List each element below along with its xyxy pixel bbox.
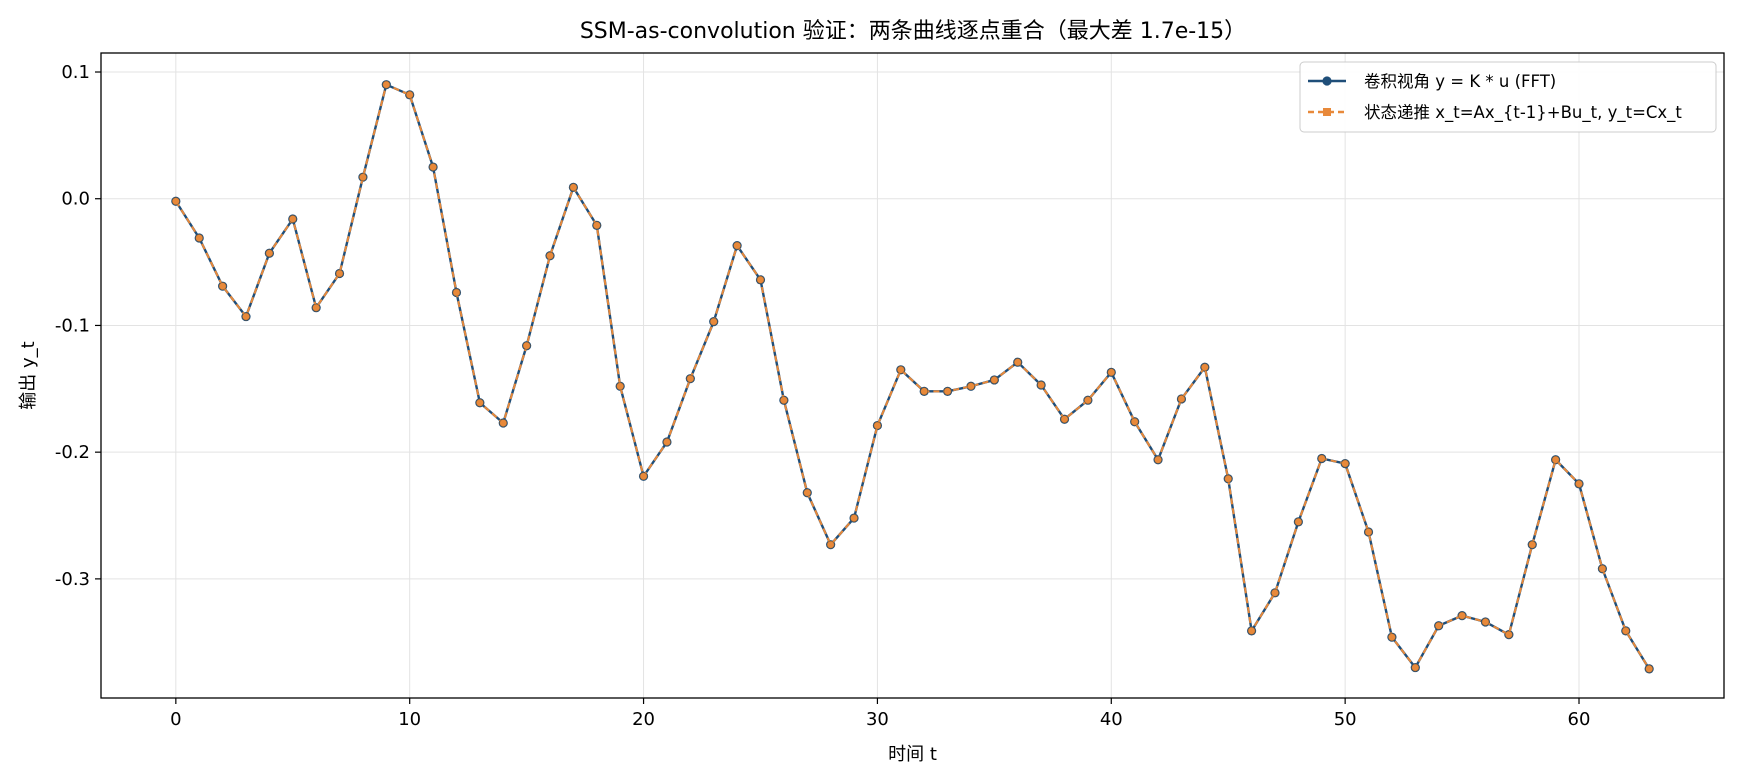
- legend: 卷积视角 y = K * u (FFT) 状态递推 x_t=Ax_{t-1}+Bu…: [1299, 61, 1717, 133]
- series-2-point: [756, 275, 765, 284]
- series-2-point: [850, 514, 858, 522]
- series-2-point: [335, 269, 344, 278]
- axes: 0 10 20 30 40 50 60 0.1 0.0 -0.1 -0.2 -0.3: [55, 62, 1591, 730]
- series-2-point: [475, 398, 484, 407]
- series-2-point: [1200, 363, 1209, 372]
- series-2-point: [1504, 630, 1513, 639]
- x-tick-label: 40: [1100, 709, 1123, 730]
- series-2-point: [1317, 454, 1326, 463]
- series-2-point: [803, 488, 812, 497]
- series-2-point: [312, 303, 321, 312]
- series-2-point: [452, 288, 461, 297]
- series-2-point: [1551, 455, 1560, 464]
- series-layer: [171, 80, 1654, 674]
- series-2-point: [967, 382, 975, 391]
- plot-area-frame: [100, 52, 1725, 699]
- series-2-point: [499, 419, 508, 427]
- series-2-point: [1434, 621, 1443, 630]
- series-2-point: [1107, 368, 1116, 377]
- series-2-point: [522, 341, 531, 350]
- series-2-point: [943, 387, 952, 396]
- series-2-point: [405, 90, 414, 99]
- series-2-point: [1388, 633, 1396, 642]
- series-2-point: [1247, 626, 1256, 635]
- series-2-point: [1341, 459, 1350, 468]
- y-tick-label: 0.1: [61, 62, 90, 83]
- series-2-point: [896, 365, 905, 374]
- grid-lines: [101, 53, 1724, 698]
- series-2-point: [1037, 381, 1046, 389]
- series-2-point: [1271, 588, 1279, 597]
- series-2-point: [288, 215, 297, 223]
- series-2: [171, 80, 1654, 673]
- series-2-point: [1411, 663, 1420, 672]
- series-2-point: [1294, 517, 1303, 526]
- series-2-point: [171, 197, 180, 206]
- y-tick-label: -0.1: [55, 315, 90, 336]
- series-2-point: [639, 472, 648, 481]
- series-2-point: [709, 317, 718, 326]
- series-2-point: [429, 163, 437, 171]
- y-axis-label: 输出 y_t: [18, 341, 39, 409]
- series-2-point: [1224, 474, 1233, 483]
- series-2-point: [733, 241, 742, 250]
- series-2-point: [569, 183, 578, 192]
- series-2-point: [1154, 455, 1162, 464]
- series-2-point: [1481, 618, 1490, 626]
- series-2-point: [616, 382, 625, 391]
- y-tick-label: -0.3: [55, 569, 90, 590]
- series-2-point: [382, 80, 391, 89]
- series-2-point: [686, 374, 695, 383]
- x-axis-label: 时间 t: [888, 744, 937, 765]
- series-2-point: [359, 173, 367, 182]
- x-tick-label: 0: [170, 709, 181, 730]
- legend-label-2: 状态递推 x_t=Ax_{t-1}+Bu_t, y_t=Cx_t: [1364, 103, 1682, 123]
- series-2-point: [826, 540, 835, 549]
- series-2-point: [1458, 611, 1466, 620]
- series-2-point: [546, 251, 554, 260]
- chart-title: SSM-as-convolution 验证：两条曲线逐点重合（最大差 1.7e-…: [580, 19, 1246, 44]
- series-2-point: [1177, 395, 1186, 403]
- series-2-point: [990, 376, 999, 384]
- series-2-line: [174, 83, 1651, 670]
- series-2-point: [1130, 417, 1139, 426]
- x-tick-label: 60: [1568, 709, 1591, 730]
- series-2-point: [1575, 479, 1583, 488]
- series-2-point: [265, 249, 274, 258]
- y-tick-label: 0.0: [61, 189, 90, 210]
- x-tick-label: 20: [632, 709, 655, 730]
- series-2-point: [592, 221, 601, 230]
- series-2-point: [779, 396, 788, 405]
- series-2-point: [1645, 664, 1654, 673]
- x-tick-label: 30: [866, 709, 889, 730]
- series-2-point: [242, 312, 250, 321]
- series-2-point: [1528, 540, 1537, 549]
- legend-box: [1299, 61, 1717, 133]
- series-2-point: [663, 438, 671, 446]
- series-2-point: [1060, 415, 1069, 424]
- series-2-point: [1621, 626, 1630, 635]
- legend-label-1: 卷积视角 y = K * u (FFT): [1364, 72, 1556, 91]
- x-tick-label: 10: [398, 709, 421, 730]
- legend-marker-2: [1323, 108, 1331, 116]
- series-2-point: [195, 234, 204, 242]
- legend-marker-1: [1322, 76, 1332, 86]
- x-tick-label: 50: [1334, 709, 1357, 730]
- y-tick-label: -0.2: [55, 442, 90, 463]
- series-2-point: [1598, 564, 1607, 573]
- series-2-point: [920, 387, 929, 396]
- series-2-point: [1013, 358, 1022, 367]
- series-2-point: [1083, 396, 1092, 405]
- series-2-point: [218, 282, 227, 291]
- series-2-point: [873, 421, 882, 430]
- series-2-point: [1364, 528, 1373, 536]
